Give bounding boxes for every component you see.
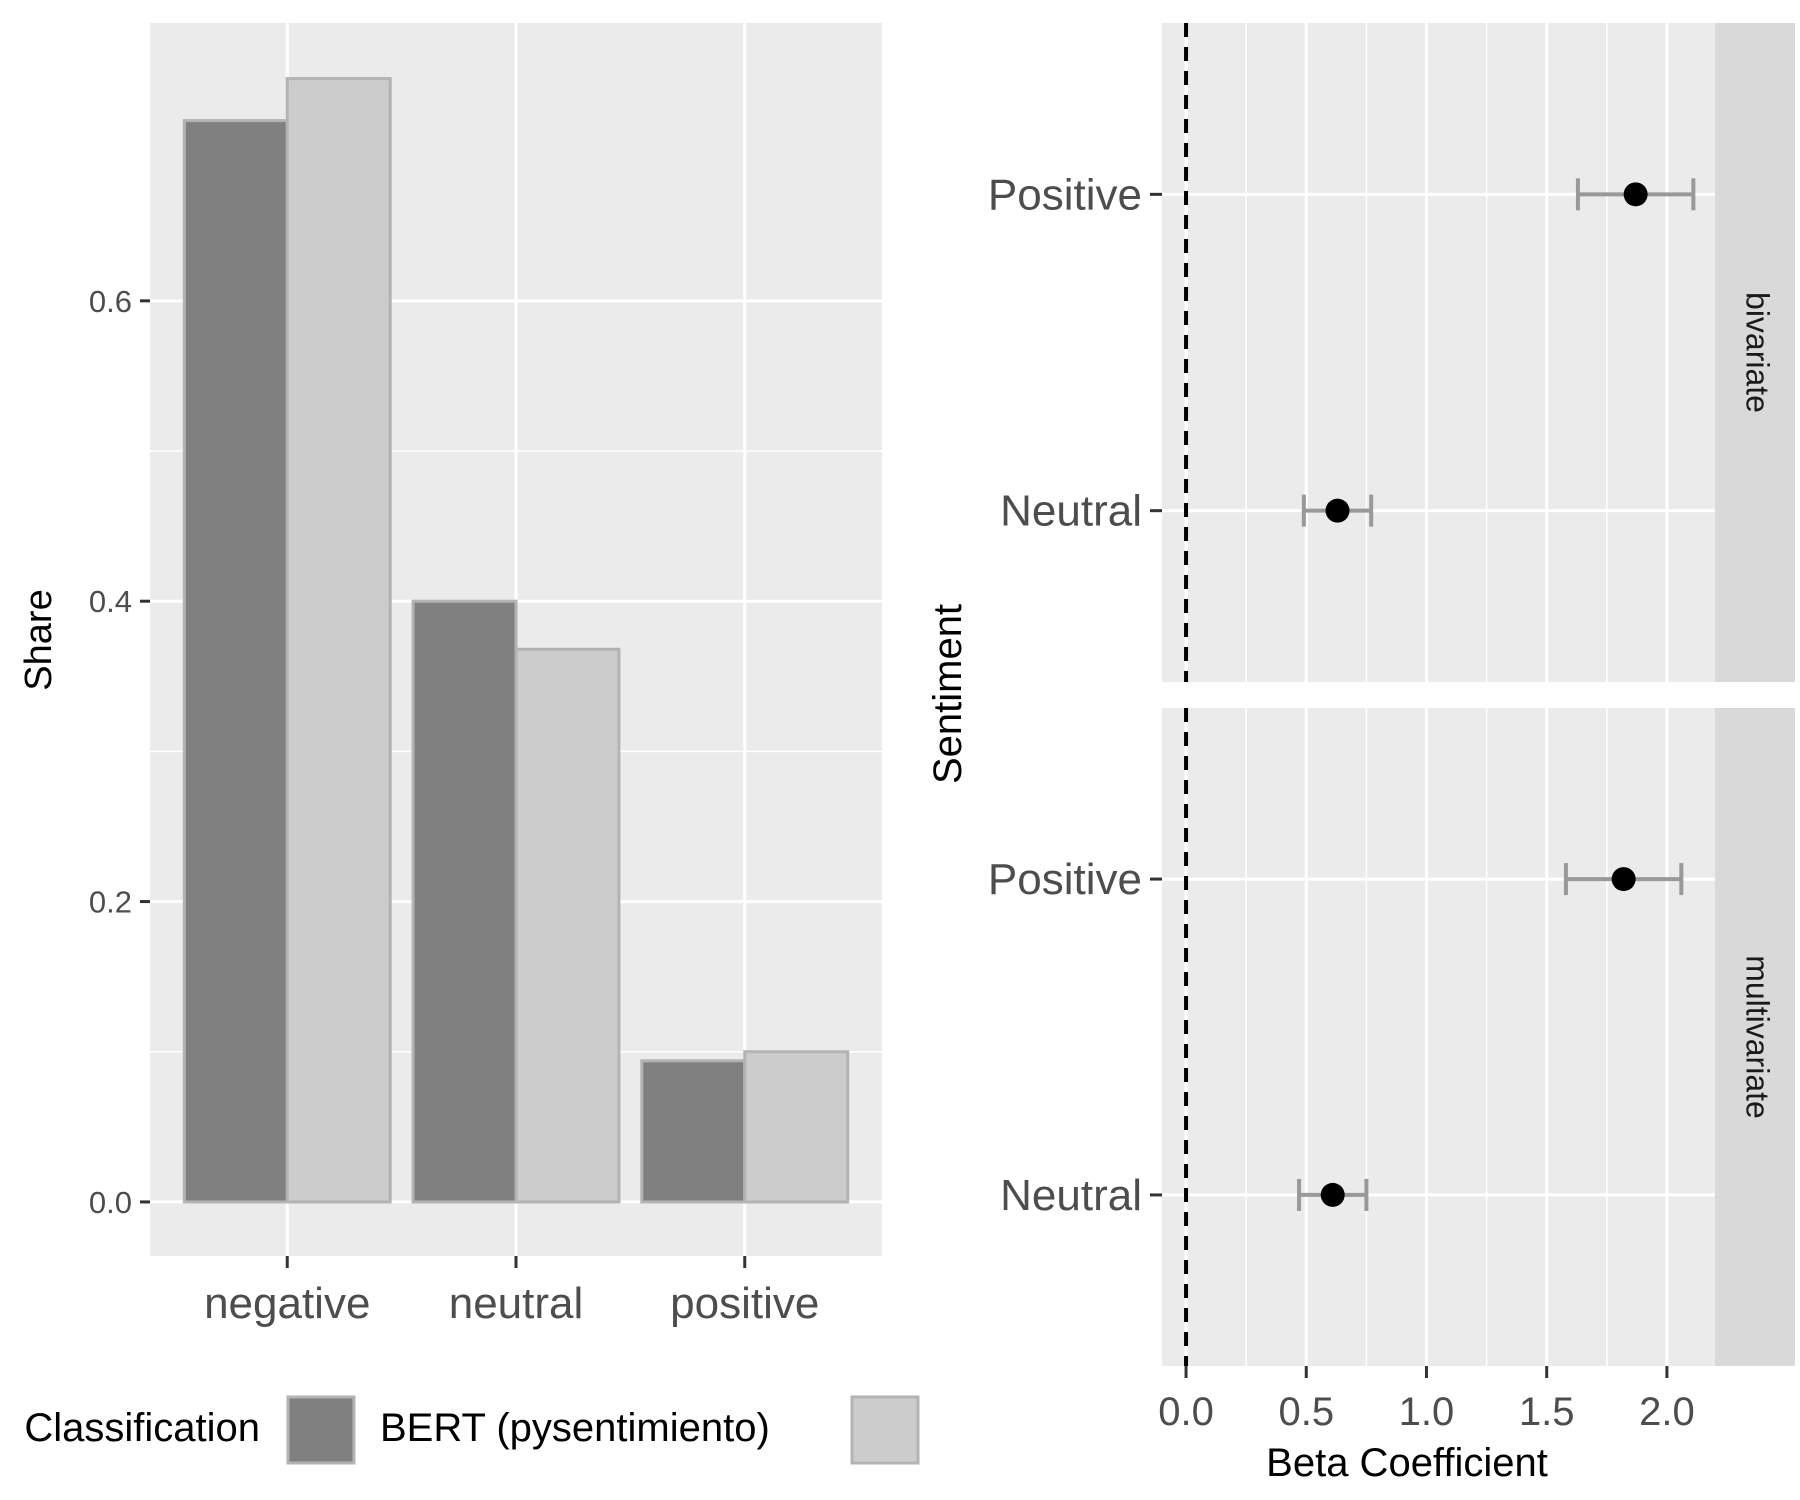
facet-strip-multivariate — [1715, 708, 1795, 1366]
legend-key-bert — [286, 1395, 356, 1465]
coef-x-tick-label: 0.0 — [1158, 1390, 1214, 1434]
facet-strip-label: multivariate — [1740, 955, 1776, 1119]
coef-y-tick-label: Positive — [988, 170, 1142, 219]
bar-y-tick-label: 0.2 — [89, 885, 132, 920]
bar-y-axis: 0.0 0.2 0.4 0.6 — [89, 284, 150, 1220]
coef-panel-bivariate — [1162, 23, 1715, 682]
bar-y-axis-title: Share — [18, 589, 60, 690]
share-bar-chart: 0.0 0.2 0.4 0.6 negative neutral positive Sha… — [18, 23, 882, 1328]
facet-strip-bivariate — [1715, 23, 1795, 682]
coef-x-axis-title: Beta Coefficient — [1266, 1441, 1548, 1485]
coef-y-tick-label: Neutral — [1000, 487, 1142, 536]
coef-point-multivariate-neutral — [1320, 1182, 1345, 1207]
legend-key-second — [850, 1395, 920, 1465]
coef-point-bivariate-positive — [1623, 182, 1648, 207]
facet-strip-label: bivariate — [1740, 292, 1776, 413]
bar-marks — [182, 77, 850, 1204]
bar-positive-bert — [640, 1059, 747, 1204]
coef-y-tick-label: Positive — [988, 855, 1142, 904]
coef-x-axis: 0.0 0.5 1.0 1.5 2.0 — [1158, 1366, 1695, 1434]
coef-x-tick-label: 2.0 — [1639, 1390, 1695, 1434]
bar-x-tick-label: positive — [670, 1279, 819, 1328]
legend-title: Classification — [24, 1406, 260, 1450]
bar-negative-bert — [182, 119, 289, 1204]
coef-y-axis-title: Sentiment — [926, 604, 970, 784]
coef-y-tick-label: Neutral — [1000, 1171, 1142, 1220]
bar-x-tick-label: negative — [204, 1279, 370, 1328]
coef-point-bivariate-neutral — [1325, 498, 1350, 523]
coef-panels: Neutral Positive bivariate Neutral Positive m… — [988, 23, 1795, 1366]
bar-neutral-bert — [411, 599, 518, 1204]
bar-x-tick-label: neutral — [449, 1279, 584, 1328]
bar-y-tick-label: 0.6 — [89, 284, 132, 319]
coef-x-tick-label: 1.0 — [1399, 1390, 1455, 1434]
bar-y-tick-label: 0.4 — [89, 584, 132, 619]
bar-positive-second — [743, 1050, 850, 1204]
coef-x-tick-label: 0.5 — [1278, 1390, 1334, 1434]
coef-x-tick-label: 1.5 — [1519, 1390, 1575, 1434]
legend: Classification BERT (pysentimiento) — [24, 1395, 920, 1465]
beta-coefficient-chart: Neutral Positive bivariate Neutral Positive m… — [926, 23, 1795, 1485]
legend-label-bert: BERT (pysentimiento) — [380, 1406, 770, 1450]
bar-y-tick-label: 0.0 — [89, 1185, 132, 1220]
coef-point-multivariate-positive — [1611, 867, 1636, 892]
coef-panel-multivariate — [1162, 708, 1715, 1366]
bar-x-axis: negative neutral positive — [204, 1256, 819, 1328]
bar-negative-second — [285, 77, 392, 1204]
bar-neutral-second — [514, 647, 621, 1204]
